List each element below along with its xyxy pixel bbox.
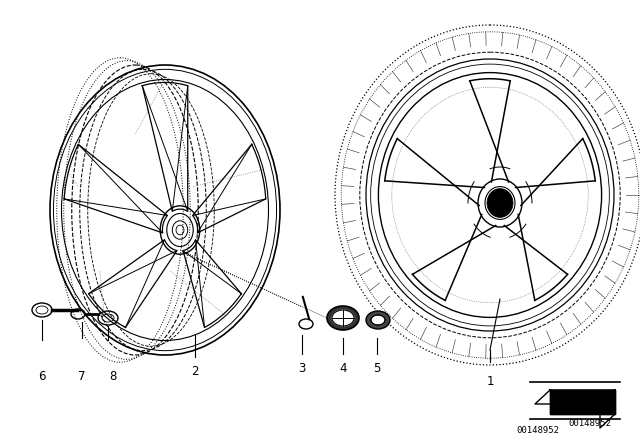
- Ellipse shape: [332, 310, 354, 326]
- Text: 00148952: 00148952: [516, 426, 559, 435]
- Ellipse shape: [366, 311, 390, 329]
- Polygon shape: [550, 390, 615, 414]
- Ellipse shape: [327, 306, 359, 330]
- Text: 2: 2: [191, 365, 199, 378]
- Text: 00148952: 00148952: [568, 419, 611, 428]
- Text: 6: 6: [38, 370, 45, 383]
- Text: 4: 4: [339, 362, 347, 375]
- Text: 1: 1: [486, 375, 493, 388]
- Text: 3: 3: [298, 362, 306, 375]
- Text: 5: 5: [373, 362, 381, 375]
- Ellipse shape: [371, 315, 385, 325]
- Text: 7: 7: [78, 370, 86, 383]
- Ellipse shape: [487, 189, 513, 217]
- Text: 8: 8: [109, 370, 116, 383]
